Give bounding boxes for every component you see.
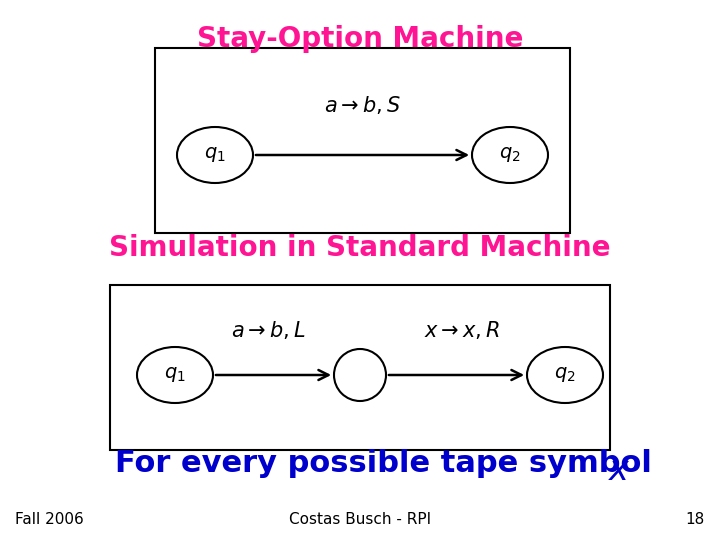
- Text: $x$: $x$: [608, 454, 631, 487]
- Text: Simulation in Standard Machine: Simulation in Standard Machine: [109, 234, 611, 262]
- Ellipse shape: [334, 349, 386, 401]
- Ellipse shape: [472, 127, 548, 183]
- Ellipse shape: [527, 347, 603, 403]
- Text: $q_1$: $q_1$: [164, 366, 186, 384]
- Bar: [110, 285, 610, 450]
- Text: $x \rightarrow x, R$: $x \rightarrow x, R$: [424, 319, 500, 341]
- Text: $a \rightarrow b, L$: $a \rightarrow b, L$: [230, 319, 305, 341]
- Text: $a \rightarrow b, S$: $a \rightarrow b, S$: [323, 94, 400, 116]
- Text: $q_1$: $q_1$: [204, 145, 226, 165]
- Bar: [155, 48, 570, 233]
- Ellipse shape: [177, 127, 253, 183]
- Text: 18: 18: [685, 512, 705, 528]
- Text: Stay-Option Machine: Stay-Option Machine: [197, 25, 523, 53]
- Text: For every possible tape symbol: For every possible tape symbol: [115, 449, 652, 478]
- Text: Fall 2006: Fall 2006: [15, 512, 84, 528]
- Text: Costas Busch - RPI: Costas Busch - RPI: [289, 512, 431, 528]
- Ellipse shape: [137, 347, 213, 403]
- Text: $q_2$: $q_2$: [554, 366, 576, 384]
- Text: $q_2$: $q_2$: [499, 145, 521, 165]
